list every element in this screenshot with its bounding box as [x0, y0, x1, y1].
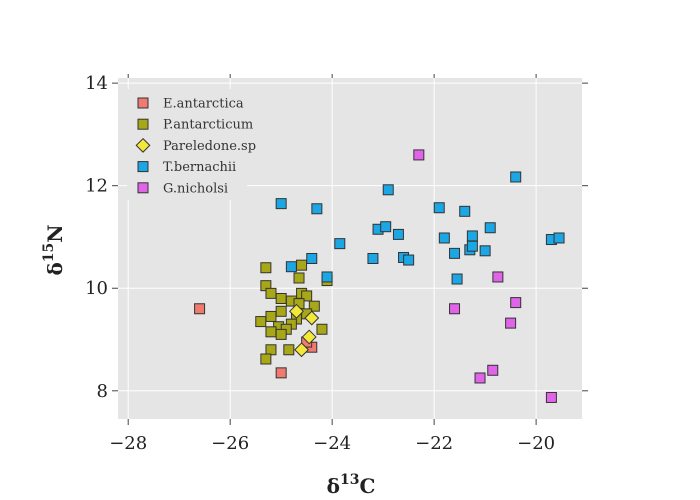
- y-tick-label: 12: [85, 176, 108, 197]
- series-t-bernachii: [275, 171, 565, 285]
- data-point: [265, 310, 277, 322]
- data-point: [296, 259, 308, 271]
- data-point: [403, 254, 415, 266]
- data-point: [304, 310, 320, 326]
- data-point: [275, 328, 287, 340]
- legend-marker: [137, 161, 149, 173]
- x-tick-label: −26: [211, 433, 249, 454]
- data-points: [194, 149, 565, 403]
- data-point: [459, 205, 471, 217]
- series-g-nicholsi: [413, 149, 557, 403]
- x-tick-label: −22: [415, 433, 453, 454]
- legend-marker: [137, 118, 149, 130]
- data-point: [255, 316, 267, 328]
- data-point: [283, 344, 295, 356]
- data-point: [306, 252, 318, 264]
- data-point: [479, 245, 491, 257]
- legend-label: E.antarctica: [163, 97, 244, 112]
- data-point: [451, 273, 463, 285]
- data-point: [466, 240, 478, 252]
- data-point: [265, 287, 277, 299]
- x-tick-label: −28: [109, 433, 147, 454]
- data-point: [265, 326, 277, 338]
- data-point: [510, 297, 522, 309]
- data-point: [505, 317, 517, 329]
- data-point: [316, 323, 328, 335]
- data-point: [474, 372, 486, 384]
- data-point: [510, 171, 522, 183]
- legend: E.antarctica P.antarcticum Pareledone.sp T.…: [127, 89, 256, 200]
- axis-ticks: −28 −26 −24 −22 −20 8 10 12 14: [85, 73, 588, 454]
- data-point: [392, 228, 404, 240]
- legend-marker: [137, 97, 149, 109]
- data-point: [285, 261, 297, 273]
- series-pareledone-sp: [289, 303, 320, 358]
- data-point: [260, 262, 272, 274]
- data-point: [449, 247, 461, 259]
- data-point: [492, 271, 504, 283]
- data-point: [260, 353, 272, 365]
- data-point: [308, 300, 320, 312]
- data-point: [194, 303, 206, 315]
- series-e-antarctica: [194, 303, 318, 379]
- data-point: [449, 303, 461, 315]
- y-tick-label: 10: [85, 278, 108, 299]
- data-point: [301, 290, 313, 302]
- data-point: [433, 202, 445, 214]
- data-point: [265, 344, 277, 356]
- x-tick-label: −24: [313, 433, 351, 454]
- data-point: [275, 292, 287, 304]
- data-point: [484, 222, 496, 234]
- data-point: [275, 198, 287, 210]
- data-point: [311, 203, 323, 215]
- x-axis-title: δ13C: [327, 472, 376, 498]
- data-point: [413, 149, 425, 161]
- legend-label: T.bernachii: [163, 160, 236, 175]
- data-point: [301, 329, 317, 345]
- data-point: [275, 367, 287, 379]
- legend-marker: [135, 137, 151, 153]
- data-point: [382, 184, 394, 196]
- data-point: [289, 303, 304, 319]
- data-point: [438, 232, 450, 244]
- y-tick-label: 14: [85, 73, 108, 94]
- data-point: [293, 272, 305, 284]
- x-tick-label: −20: [517, 433, 555, 454]
- data-point: [321, 271, 333, 283]
- data-point: [275, 305, 287, 317]
- legend-marker: [137, 182, 149, 194]
- data-point: [380, 221, 392, 233]
- legend-label: P.antarcticum: [163, 118, 253, 133]
- legend-label: Pareledone.sp: [163, 139, 256, 154]
- data-point: [367, 252, 379, 264]
- legend-label: G.nicholsi: [163, 181, 228, 196]
- data-point: [487, 364, 499, 376]
- y-axis-title: δ15N: [41, 224, 67, 275]
- data-point: [466, 230, 478, 242]
- y-tick-label: 8: [97, 381, 108, 402]
- data-point: [334, 238, 346, 250]
- data-point: [545, 391, 557, 403]
- data-point: [294, 342, 310, 358]
- data-point: [553, 232, 565, 244]
